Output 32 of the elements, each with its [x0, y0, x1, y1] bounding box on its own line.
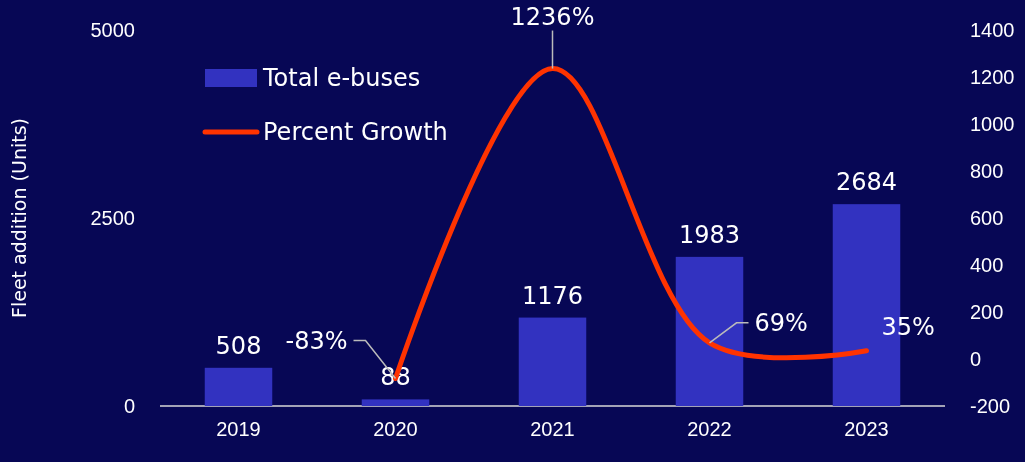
- y-tick-label: 0: [123, 394, 135, 417]
- data-label: 35%: [881, 313, 935, 342]
- y2-tick-label: 1000: [970, 112, 1015, 135]
- data-label: 508: [215, 331, 262, 360]
- bar: [361, 399, 430, 406]
- y2-tick-label: 200: [970, 300, 1004, 323]
- y2-tick-label: 800: [970, 159, 1004, 182]
- x-tick-label: 2021: [530, 418, 575, 441]
- x-tick-label: 2019: [216, 418, 261, 441]
- y2-tick-label: 1200: [970, 65, 1015, 88]
- y-tick-label: 2500: [90, 206, 135, 229]
- bar: [675, 256, 744, 406]
- data-label: 1983: [678, 220, 741, 249]
- data-label: 1176: [521, 281, 584, 310]
- y2-tick-label: 400: [970, 253, 1004, 276]
- legend-label: Total e-buses: [262, 64, 421, 93]
- bar: [204, 367, 273, 406]
- y2-tick-label: 600: [970, 206, 1004, 229]
- data-label: 69%: [754, 309, 808, 338]
- legend-label: Percent Growth: [263, 118, 448, 147]
- data-label: -83%: [285, 326, 348, 355]
- x-tick-label: 2023: [844, 418, 889, 441]
- bar: [518, 317, 587, 406]
- data-label: 2684: [835, 168, 898, 197]
- y2-tick-label: 1400: [970, 18, 1015, 41]
- data-label: 1236%: [510, 2, 595, 31]
- x-tick-label: 2022: [687, 418, 732, 441]
- y2-tick-label: -200: [970, 394, 1011, 417]
- y2-tick-label: 0: [970, 347, 982, 370]
- y-tick-label: 5000: [90, 18, 135, 41]
- x-tick-label: 2020: [373, 418, 418, 441]
- y-axis-title: Fleet addition (Units): [8, 118, 30, 318]
